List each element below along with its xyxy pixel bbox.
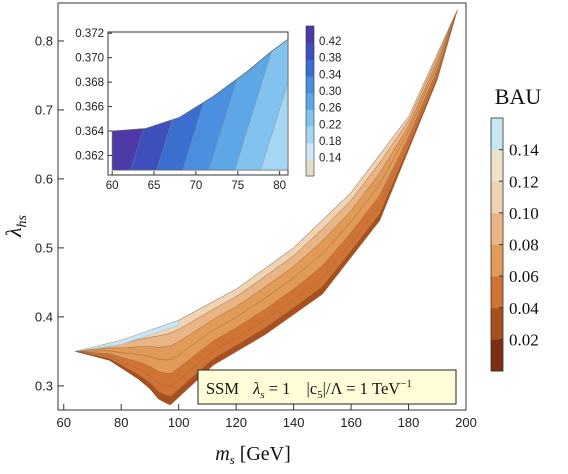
inset-colorbar-tick-label: 0.14 (319, 153, 342, 165)
svg-text:SSM λs = 1 |c5|/Λ: SSM λs = 1 |c5|/Λ = 1 TeV−1 (206, 378, 412, 401)
colorbar-swatch (491, 244, 503, 277)
colorbar-tick-label: 0.08 (509, 236, 539, 255)
inset-colorbar-swatch (306, 42, 314, 60)
model-annotation: SSM λs = 1 |c5|/Λ = 1 TeV−1 (197, 369, 457, 405)
inset-x-tick-label: 75 (231, 180, 244, 192)
inset-colorbar-tick-label: 0.18 (319, 136, 341, 148)
y-axis-label: λhs (1, 214, 30, 238)
inset-x-tick-label: 60 (106, 180, 119, 192)
colorbar-tick-label: 0.12 (509, 172, 539, 191)
inset-x-axis: 60 65 70 75 80 (106, 171, 286, 192)
x-tick-label: 180 (398, 415, 420, 430)
colorbar-swatch (491, 118, 503, 151)
x-axis-label: ms [GeV] (215, 443, 291, 467)
inset-colorbar-tick-label: 0.34 (319, 69, 342, 81)
y-axis: 0.3 0.4 0.5 0.6 0.7 0.8 (35, 33, 64, 393)
x-tick-label: 60 (57, 415, 71, 430)
colorbar-swatch (491, 339, 503, 372)
annotation-box (197, 369, 457, 405)
annotation-c5-post: |/Λ = 1 TeV (323, 379, 401, 398)
annotation-lambda: λ (252, 379, 260, 398)
x-tick-label: 80 (114, 415, 128, 430)
colorbar-tick-label: 0.10 (509, 204, 539, 223)
main-colorbar: 0.14 0.12 0.10 0.08 0.06 0.04 0.02 (490, 117, 539, 372)
annotation-c5-pre: |c (307, 379, 318, 398)
bau-contour-bands (75, 14, 456, 405)
y-tick-label: 0.4 (35, 309, 53, 324)
annotation-lambda-val: = 1 (265, 379, 291, 398)
inset-colorbar-swatch (306, 59, 314, 77)
colorbar-tick-label: 0.04 (509, 299, 539, 318)
annotation-c5-sub: 5 (317, 389, 323, 401)
y-tick-label: 0.8 (35, 33, 53, 48)
colorbar-swatch (491, 212, 503, 245)
inset-colorbar-swatch (306, 126, 314, 144)
colorbar-tick-label: 0.06 (509, 267, 539, 286)
inset-colorbar-swatch (306, 92, 314, 110)
inset-x-tick-label: 70 (190, 180, 203, 192)
inset-y-tick-label: 0.362 (75, 150, 104, 162)
inset-colorbar-swatch (306, 26, 314, 44)
inset-colorbar-tick-label: 0.22 (319, 119, 341, 131)
inset-colorbar-tick-label: 0.30 (319, 86, 341, 98)
colorbar-tick-label: 0.14 (509, 141, 539, 160)
colorbar-swatch (491, 307, 503, 340)
inset-y-axis: 0.362 0.364 0.366 0.368 0.370 0.372 (75, 28, 112, 162)
x-tick-label: 200 (455, 415, 477, 430)
inset-y-tick-label: 0.364 (75, 126, 104, 138)
inset-colorbar-swatch (306, 159, 314, 177)
x-tick-label: 120 (225, 415, 247, 430)
y-tick-label: 0.5 (35, 240, 53, 255)
annotation-c5-sup: −1 (400, 378, 412, 390)
annotation-prefix: SSM (206, 379, 239, 398)
inset-y-tick-label: 0.370 (75, 53, 104, 65)
inset-plot: 60 65 70 75 80 0.362 0.364 0.366 0.368 0.370 0.37… (75, 28, 289, 192)
inset-y-tick-label: 0.368 (75, 77, 104, 89)
y-tick-label: 0.3 (35, 378, 53, 393)
colorbar-title: BAU (495, 84, 542, 109)
inset-colorbar: 0.42 0.38 0.34 0.30 0.26 0.22 0.18 0.14 (305, 25, 342, 177)
inset-y-tick-label: 0.372 (75, 28, 104, 40)
inset-colorbar-tick-label: 0.26 (319, 103, 341, 115)
bau-region (75, 9, 458, 406)
colorbar-swatch (491, 181, 503, 214)
x-tick-label: 100 (168, 415, 190, 430)
x-tick-label: 160 (340, 415, 362, 430)
inset-colorbar-swatch (306, 76, 314, 94)
inset-y-tick-label: 0.366 (75, 102, 104, 114)
inset-region-outline (111, 38, 289, 171)
x-axis: 60 80 100 120 140 160 180 200 (57, 404, 477, 430)
colorbar-tick-label: 0.02 (509, 330, 539, 349)
inset-colorbar-swatch (306, 109, 314, 127)
inset-colorbar-tick-label: 0.42 (319, 36, 341, 48)
colorbar-swatch (491, 149, 503, 182)
annotation-lambda-sub: s (260, 389, 264, 401)
y-tick-label: 0.6 (35, 171, 53, 186)
x-tick-label: 140 (283, 415, 305, 430)
inset-x-tick-label: 65 (148, 180, 161, 192)
inset-colorbar-swatch (306, 142, 314, 160)
y-tick-label: 0.7 (35, 102, 53, 117)
inset-colorbar-tick-label: 0.38 (319, 53, 341, 65)
colorbar-swatch (491, 276, 503, 309)
inset-x-tick-label: 80 (273, 180, 286, 192)
inset-colorbar-frame (305, 25, 315, 177)
